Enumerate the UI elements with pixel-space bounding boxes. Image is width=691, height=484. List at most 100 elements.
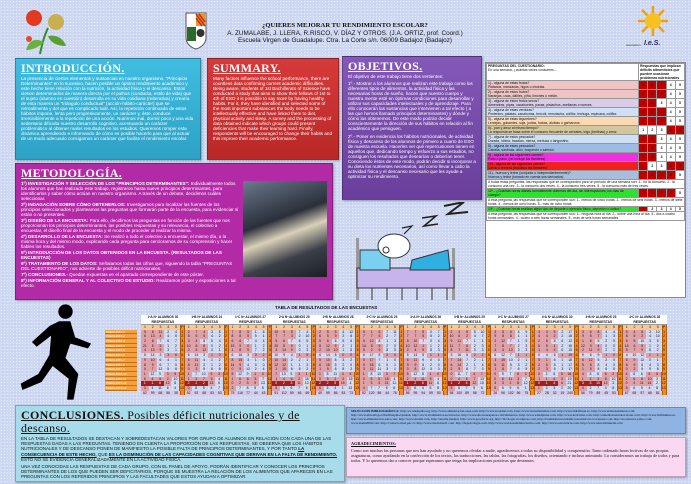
result-cell: 2 [622, 376, 631, 382]
question-number: 7 [355, 357, 361, 363]
result-cell: 4 [649, 362, 651, 367]
result-cell: 5 [553, 367, 556, 372]
answer-header: 1 [143, 325, 146, 329]
result-cell: 8 [411, 367, 420, 372]
result-cell: 11 [158, 385, 162, 390]
bibliografia-title: SELECCIÓN BIBLIOGRÁFICA: [351, 409, 400, 413]
result-cell: 0 [434, 371, 442, 377]
question-number: 9 [442, 367, 448, 372]
answer-option-3: 3 [656, 143, 667, 153]
totals-row: 56 99 94 59 50 [403, 390, 448, 396]
result-cell: 8 [466, 367, 468, 372]
result-cell: 6 [334, 339, 337, 344]
question-cell: 7).- alguna de estos pescados? Dorada, lu… [486, 134, 640, 144]
result-cell: 6 [641, 362, 644, 367]
result-cell: 0 [491, 371, 499, 377]
result-cell: 8 [175, 367, 177, 372]
result-cell: 1 [653, 353, 662, 358]
result-cell: 4 [455, 329, 464, 335]
result-cell: 11 [192, 362, 201, 368]
result-row: 6 5 1 2 16 4 [535, 343, 580, 349]
result-cell: 1 [148, 381, 157, 386]
question-number: 6 [398, 353, 404, 358]
result-cell: 4 [334, 385, 337, 390]
question-number: 6 [442, 353, 448, 358]
result-cell: 2 [605, 357, 608, 362]
result-cell: 5 [254, 385, 257, 390]
totals-row: 26 96 102 56 75 [491, 390, 536, 396]
p-header: P [223, 325, 229, 330]
result-cell: 5 [403, 371, 412, 377]
result-cell: 9 [331, 334, 340, 340]
result-cell: 6 [458, 385, 460, 390]
answer-header: 5 [525, 325, 528, 329]
question-number: 12 [441, 381, 448, 386]
result-cell: 2 [184, 348, 193, 354]
result-cell: 9 [148, 362, 157, 368]
result-cell: 5 [463, 329, 471, 335]
result-cell: 12 [413, 371, 418, 376]
result-cell: 1 [341, 385, 344, 390]
result-cell: 0 [298, 348, 301, 353]
question-number: 7 [574, 357, 580, 363]
result-cell: 3 [215, 371, 223, 377]
result-cell: 6 [231, 353, 234, 358]
question-number: 8 [530, 362, 536, 368]
result-cell: 5 [316, 357, 324, 363]
result-cell: 6 [156, 381, 164, 386]
result-cell: 8 [586, 339, 595, 344]
group-title: 3ºA Nº ALUMNOS 26 [403, 315, 448, 320]
objetivos-p2: 2º.- Poner en evidencia los hábitos nutr… [348, 134, 476, 179]
result-cell: 1 [350, 343, 353, 348]
question-cell: 9).- alguna de las siguientes carnes? Pol… [486, 152, 640, 162]
result-cell: 12 [499, 339, 507, 344]
answer-header: 3 [290, 325, 293, 329]
result-cell: 10 [403, 343, 412, 349]
question-number: 7 [530, 357, 536, 363]
answer-header: 4 [167, 325, 170, 329]
result-cell: 6 [350, 334, 353, 339]
result-cell: 2 [535, 339, 543, 344]
answer-option-5: 5 [674, 134, 685, 144]
result-cell: 14 [455, 357, 464, 363]
result-cell: 8 [280, 343, 288, 349]
result-cell: 2 [447, 329, 456, 335]
question-number: 13 [617, 385, 623, 391]
result-row: 15 9 0 1 2 4 [228, 343, 273, 349]
total-cell: 56 [472, 390, 477, 395]
result-cell: 8 [148, 339, 157, 344]
result-cell: 3 [192, 376, 201, 382]
conclusiones-section: CONCLUSIONES. Posibles déficit nutricion… [15, 405, 345, 482]
result-cell: 3 [450, 353, 453, 358]
answer-note: A todas estas preguntas, las respuestas … [486, 179, 685, 189]
total-cell: 69 [305, 390, 310, 395]
result-cell: 12 [238, 371, 242, 376]
result-cell: 8 [218, 329, 221, 334]
result-cell: 8 [437, 385, 439, 390]
result-cell: 21 [567, 381, 572, 386]
result-group: 3ºA Nº ALUMNOS 26 RESPUESTAS 1 2 3 4 5 P 7 7 5 0 7 1 7… [403, 315, 448, 396]
question-number: 5 [530, 348, 536, 354]
result-cell: 3 [561, 367, 564, 372]
answer-header: 1 [494, 325, 497, 329]
answer-option-5: 5 [674, 152, 685, 162]
answer-option-2: 2 [647, 116, 658, 126]
result-cell: 9 [323, 367, 332, 372]
result-cell: 5 [553, 339, 556, 344]
question-number: 5 [486, 348, 492, 354]
result-cell: 2 [280, 381, 288, 386]
answer-header: 2 [589, 325, 592, 329]
result-cell: 8 [211, 367, 213, 372]
result-cell: 2 [470, 353, 479, 358]
result-cell: 12 [501, 353, 505, 358]
result-cell: 8 [243, 376, 252, 382]
result-row: 8 7 11 0 3 5 [447, 348, 492, 354]
question-number: 7 [223, 357, 229, 363]
result-cell: 4 [247, 362, 249, 367]
answer-option-5: 5 [674, 161, 685, 171]
